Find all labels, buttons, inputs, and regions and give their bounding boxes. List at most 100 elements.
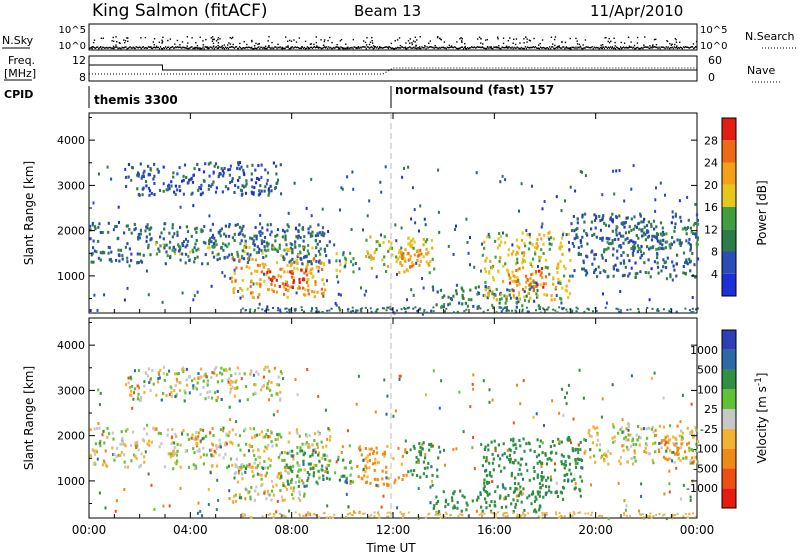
scatter-cell [579,252,582,256]
scatter-cell [271,279,274,283]
scatter-cell [663,261,666,265]
noise-cell [338,259,341,263]
ground-cell [419,307,422,310]
nsky-baseline-point [133,47,135,49]
nsky-baseline-point [539,46,542,49]
scatter-cell [505,233,508,237]
scatter-cell [657,448,660,452]
scatter-cell [514,476,517,480]
scatter-cell [108,258,111,262]
scatter-cell [522,259,525,263]
scatter-cell [556,271,559,275]
scatter-cell [265,272,268,276]
scatter-cell [483,448,486,451]
scatter-cell [192,174,195,177]
scatter-cell [612,425,615,429]
scatter-cell [264,435,267,439]
scatter-cell [107,245,110,249]
scatter-cell [375,247,378,251]
nsky-baseline-point [636,46,638,49]
scatter-cell [407,470,410,474]
noise-cell [322,294,325,298]
ground-cell [684,512,687,515]
scatter-cell [210,184,213,188]
scatter-cell [273,284,277,287]
noise-cell [268,398,270,402]
scatter-cell [512,274,515,278]
noise-cell [532,415,535,419]
scatter-cell [398,271,401,274]
scatter-cell [283,292,286,296]
scatter-cell [343,474,346,478]
scatter-cell [318,240,321,243]
scatter-cell [260,388,263,392]
scatter-cell [687,441,690,445]
scatter-cell [248,443,251,447]
nsky-baseline-point [507,46,509,49]
scatter-cell [369,235,372,239]
nsky-baseline-point [288,47,290,50]
scatter-cell [211,233,215,237]
scatter-cell [695,232,698,236]
scatter-cell [202,240,206,244]
scatter-cell [313,463,316,467]
nsky-baseline-point [453,46,455,48]
scatter-cell [504,487,507,491]
scatter-cell [288,431,291,435]
scatter-cell [148,232,151,236]
noise-cell [623,499,626,503]
nsky-point [484,39,487,41]
scatter-cell [139,398,142,402]
nsky-point [196,44,199,47]
scatter-cell [267,444,270,447]
nsky-baseline-point [100,46,102,48]
scatter-cell [141,193,144,197]
scatter-cell [531,492,535,496]
nsky-baseline-point [295,46,297,49]
scatter-cell [134,454,137,458]
scatter-cell [325,476,329,480]
nsky-baseline-point [209,46,211,48]
nsky-baseline-point [291,46,293,48]
scatter-cell [535,241,538,245]
nsky-baseline-point [349,47,351,49]
scatter-cell [145,184,148,188]
scatter-cell [243,257,246,261]
noise-cell [519,402,522,406]
scatter-cell [612,267,615,271]
noise-cell [181,432,184,436]
nsky-baseline-point [111,47,113,50]
noise-cell [209,237,212,241]
scatter-cell [136,171,140,175]
y-tick-label: 2000 [57,225,85,238]
nsky-point [558,45,560,47]
noise-cell [455,283,458,287]
scatter-cell [264,365,267,369]
scatter-cell [619,462,622,466]
nsky-baseline-point [359,46,361,49]
scatter-cell [172,246,175,250]
scatter-cell [639,256,642,260]
scatter-cell [239,188,243,192]
nsky-baseline-point [454,46,457,49]
noise-cell [294,378,297,381]
scatter-cell [93,427,96,431]
nsky-baseline-point [287,46,289,49]
scatter-cell [235,457,238,461]
noise-cell [261,226,264,230]
ground-cell [587,512,590,515]
scatter-cell [365,466,368,470]
nsky-baseline-point [261,46,263,49]
scatter-cell [344,257,347,261]
scatter-cell [305,484,308,488]
velocity-colorbar-tick: 1000 [690,344,718,357]
noise-cell [228,405,231,409]
noise-cell [287,211,290,215]
scatter-cell [518,246,521,250]
nsky-strip: N.Sky 10^5 10^0 10^5 10^0 N.Search [2,23,796,52]
scatter-cell [281,282,284,286]
scatter-cell [223,255,226,259]
scatter-cell [577,251,580,255]
scatter-cell [292,457,295,461]
